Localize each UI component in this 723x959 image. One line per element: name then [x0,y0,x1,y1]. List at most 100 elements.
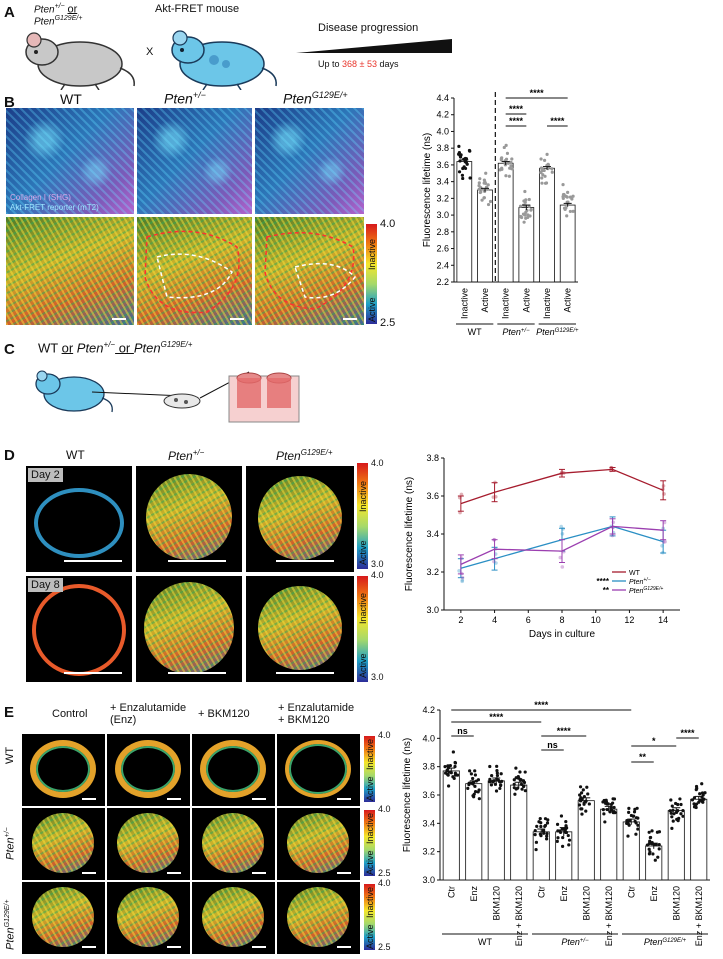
x-tick-label: Inactive [501,288,511,319]
panel-letter-d: D [4,447,15,464]
data-point [648,835,653,840]
scale-bar [168,672,226,674]
data-point [681,814,685,818]
bar [690,798,708,881]
data-point [465,162,469,166]
e-image-tile [192,734,275,806]
data-point [561,182,565,187]
bar [622,821,640,881]
data-point [513,792,517,796]
y-tick-label: 3.4 [426,529,439,539]
scale-bar [82,872,96,874]
b-image-wt-flim [6,217,134,325]
data-point [518,770,522,774]
data-point [498,786,502,791]
data-point [529,208,533,212]
data-point [564,824,568,828]
data-point [504,174,508,178]
data-point [564,819,568,824]
d-image-wt-day8 [26,576,132,682]
scale-bar [252,946,266,948]
x-tick-label: 8 [559,615,564,625]
y-tick-label: 3.8 [422,762,435,772]
data-point [578,785,583,789]
data-point [509,164,513,168]
data-point [459,556,464,560]
data-point [632,810,637,814]
day2-label: Day 2 [28,468,63,482]
data-point [546,818,550,822]
e-col-control: Control [52,708,88,720]
x-tick-label: Enz [469,886,479,902]
data-point [457,152,461,156]
data-point [694,784,699,789]
b-col-wt: WT [60,91,82,107]
scale-bar [112,318,126,320]
data-point [478,177,482,181]
data-point [516,775,520,779]
data-point [512,782,516,786]
d-image-g129-day8 [246,576,354,682]
y-tick-label: 3.6 [422,790,435,800]
significance-label: **** [489,712,504,722]
data-point [560,827,564,831]
group-label: PtenG129E/+ [536,327,579,337]
data-point [670,826,674,830]
panel-letter-e: E [4,704,15,721]
x-tick-label: Ctr [626,886,636,898]
data-point [579,796,583,800]
data-point [681,809,685,813]
data-point [486,183,490,187]
data-point [460,578,465,582]
d-cbar-inactive-2: Inactive [358,592,368,624]
data-point [670,815,674,819]
y-axis-label: Fluorescence lifetime (ns) [402,738,413,852]
x-tick-label: Enz + BKM120 [514,886,524,946]
data-point [669,798,673,802]
data-point [523,770,527,774]
data-point [604,798,608,802]
data-point [610,533,615,538]
e-colorbar-3 [364,884,375,950]
significance-label: **** [557,726,572,736]
y-tick-label: 2.8 [436,227,449,237]
data-point [464,160,468,164]
data-point [543,174,547,178]
data-point [483,180,487,184]
data-point [469,772,473,776]
data-point [488,199,493,204]
data-point [523,189,527,194]
y-axis-label: Fluorescence lifetime (ns) [422,133,433,247]
data-point [676,802,680,807]
e-col-combo: + Enzalutamide + BKM120 [278,702,355,726]
data-point [560,565,565,569]
data-point [540,176,544,180]
b-image-g129-flim [255,217,364,325]
data-point [636,827,640,831]
data-point [446,773,450,777]
x-tick-label: Inactive [542,288,552,319]
legend-akt: Akt-FRET reporter (mT2) [10,203,99,212]
data-point [499,783,503,787]
data-point [500,779,504,783]
e-image-tile [277,808,360,880]
legend-significance: ** [603,586,610,595]
data-point [601,807,605,812]
x-tick-label: Enz + BKM120 [604,886,614,946]
data-point [562,206,567,210]
d-col-wt: WT [66,448,85,462]
data-point [605,807,609,812]
d-image-pten-day2 [136,466,242,572]
data-point [661,540,666,544]
panel-letter-a: A [4,4,15,21]
data-point [494,561,498,565]
data-point [626,834,630,838]
e-cbar-top-3: 4.0 [378,878,391,888]
data-point [670,804,674,808]
data-point [701,793,705,797]
y-tick-label: 3.2 [426,567,439,577]
scale-bar [230,318,244,320]
data-point [568,209,572,214]
data-point [561,835,565,840]
data-point [555,839,559,843]
